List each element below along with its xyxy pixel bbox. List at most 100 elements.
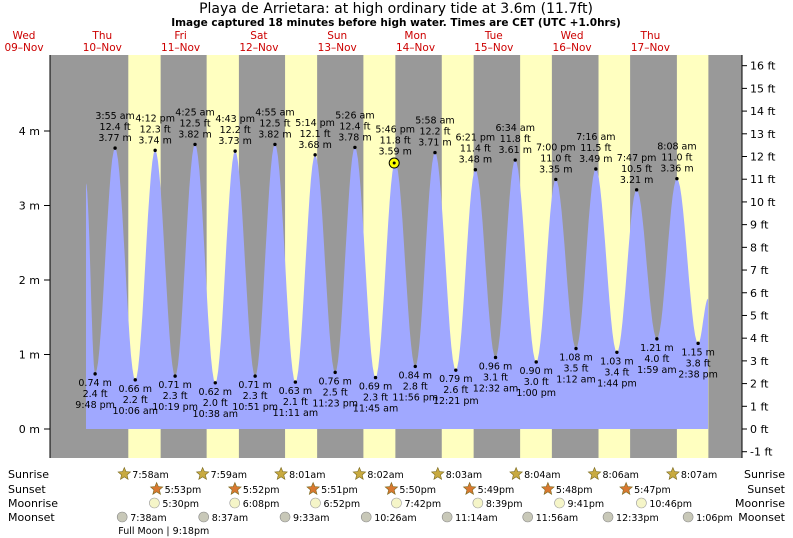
right-axis-tick-label: 0 ft — [750, 423, 769, 436]
right-axis-tick-label: -1 ft — [750, 446, 773, 459]
sunrise-time: 7:59am — [211, 470, 247, 481]
high-tide-m: 3.21 m — [620, 175, 653, 186]
sunset-time: 5:52pm — [243, 485, 280, 496]
high-tide-ft: 11.4 ft — [460, 144, 491, 155]
moonrise-icon — [472, 497, 484, 509]
right-axis-tick-label: 2 ft — [750, 378, 769, 391]
high-tide-time: 6:21 pm — [456, 133, 496, 144]
day-label-dow: Tue — [484, 30, 503, 42]
left-axis-tick-label: 4 m — [19, 125, 40, 138]
high-tide-ft: 11.5 ft — [580, 143, 611, 154]
low-tide-time: 11:11 am — [273, 408, 318, 419]
right-axis-tick-label: 14 ft — [750, 105, 776, 118]
high-tide-time: 5:14 pm — [295, 118, 335, 129]
row-label-left-moonrise: Moonrise — [8, 497, 58, 510]
day-label-dow: Thu — [640, 30, 661, 42]
high-tide-ft: 10.5 ft — [621, 164, 652, 175]
day-label-date: 09–Nov — [4, 42, 43, 54]
day-label-date: 16–Nov — [553, 42, 592, 54]
moonrise-icon — [391, 497, 402, 509]
high-tide-m: 3.73 m — [218, 136, 251, 147]
moonset-time: 12:33pm — [616, 513, 659, 524]
right-axis-tick-label: 11 ft — [750, 173, 776, 186]
tide-point — [534, 360, 538, 364]
sunrise-icon — [117, 466, 132, 480]
low-tide-m: 0.69 m — [359, 382, 392, 393]
day-label-dow: Wed — [561, 30, 584, 42]
low-tide-ft: 3.0 ft — [524, 377, 549, 388]
high-tide-time: 4:25 am — [175, 107, 214, 118]
low-tide-m: 0.66 m — [119, 384, 152, 395]
left-axis-tick-label: 0 m — [19, 423, 40, 436]
low-tide-time: 10:38 am — [193, 409, 238, 420]
tide-point — [675, 176, 679, 181]
moonrise-time: 9:41pm — [568, 499, 605, 510]
moonrise-icon — [149, 497, 160, 509]
row-label-right-moonset: Moonset — [738, 511, 785, 524]
low-tide-time: 10:19 pm — [152, 402, 198, 413]
sunset-time: 5:50pm — [399, 485, 436, 496]
day-label-date: 14–Nov — [396, 42, 435, 54]
sunrise-time: 8:02am — [367, 470, 403, 481]
high-tide-m: 3.77 m — [98, 133, 131, 144]
tide-point — [454, 368, 458, 372]
moonset-time: 11:56am — [536, 513, 578, 524]
right-axis-tick-label: 15 ft — [750, 82, 776, 95]
right-axis-tick-label: 7 ft — [750, 264, 769, 277]
high-tide-ft: 11.0 ft — [661, 153, 692, 164]
low-tide-ft: 2.6 ft — [443, 385, 468, 396]
high-tide-m: 3.82 m — [178, 129, 211, 140]
sunrise-icon — [274, 466, 288, 480]
moonset-icon — [441, 511, 453, 523]
low-tide-m: 0.63 m — [279, 386, 312, 397]
high-tide-time: 7:00 pm — [536, 142, 576, 153]
low-tide-ft: 2.4 ft — [83, 389, 108, 400]
current-tide-dot — [392, 161, 396, 165]
right-axis-tick-label: 5 ft — [750, 309, 769, 322]
low-tide-ft: 4.0 ft — [644, 354, 669, 365]
high-tide-time: 8:08 am — [657, 142, 696, 153]
high-tide-m: 3.48 m — [459, 155, 492, 166]
day-label-dow: Mon — [404, 30, 426, 42]
high-tide-time: 4:12 pm — [135, 113, 175, 124]
sunset-icon — [149, 481, 164, 495]
sunrise-icon — [665, 466, 680, 480]
right-axis-tick-label: 9 ft — [750, 219, 769, 232]
low-tide-time: 11:23 pm — [312, 398, 358, 409]
low-tide-time: 1:59 am — [637, 365, 676, 376]
high-tide-time: 6:34 am — [496, 123, 535, 134]
low-tide-ft: 2.2 ft — [123, 395, 148, 406]
high-tide-time: 7:16 am — [576, 132, 615, 143]
day-label-dow: Sun — [327, 30, 347, 42]
high-tide-m: 3.61 m — [499, 145, 532, 156]
tide-point — [253, 374, 257, 378]
high-tide-ft: 12.3 ft — [140, 124, 171, 135]
row-label-left-sunset: Sunset — [8, 483, 46, 496]
tide-point — [696, 341, 700, 346]
high-tide-ft: 12.4 ft — [100, 122, 131, 133]
tide-point — [554, 177, 558, 182]
sunrise-icon — [509, 466, 524, 480]
moonrise-icon — [310, 497, 321, 509]
low-tide-m: 0.62 m — [199, 387, 232, 398]
low-tide-ft: 3.8 ft — [686, 358, 711, 369]
low-tide-m: 0.71 m — [238, 380, 271, 391]
tide-point — [433, 150, 437, 155]
high-tide-time: 5:46 pm — [375, 125, 415, 136]
axes-layer: 0 m 1 m 2 m 3 m 4 m -1 ft 0 ft 1 ft 2 ft 3 ft 4 ft… — [4, 30, 776, 459]
right-axis-tick-label: 1 ft — [750, 400, 769, 413]
day-label-date: 15–Nov — [474, 42, 513, 54]
tide-point — [153, 148, 157, 153]
sunset-icon — [227, 481, 242, 495]
chart-subtitle: Image captured 18 minutes before high wa… — [171, 17, 621, 29]
right-axis-tick-label: 4 ft — [750, 332, 769, 345]
low-tide-m: 1.15 m — [681, 347, 714, 358]
full-moon-label: Full Moon | 9:18pm — [118, 526, 209, 537]
day-label-date: 13–Nov — [318, 42, 357, 54]
moonrise-time: 7:42pm — [404, 499, 441, 510]
day-label-dow: Thu — [91, 30, 112, 42]
high-tide-ft: 12.5 ft — [259, 118, 290, 129]
tide-point — [193, 142, 197, 147]
moonrise-time: 6:08pm — [243, 499, 280, 510]
